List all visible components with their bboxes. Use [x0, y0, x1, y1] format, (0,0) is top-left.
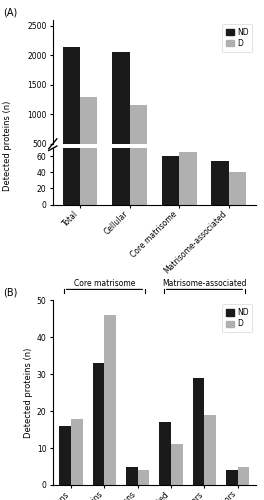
- Bar: [229, 171, 246, 173]
- Bar: [138, 470, 149, 485]
- Bar: [179, 170, 197, 173]
- Bar: [80, 0, 97, 204]
- Text: Matrisome-associated: Matrisome-associated: [162, 278, 247, 287]
- Text: Detected proteins (n): Detected proteins (n): [3, 101, 12, 191]
- Bar: [63, 0, 80, 204]
- Bar: [126, 466, 138, 485]
- Bar: [238, 466, 249, 485]
- Bar: [93, 363, 105, 485]
- Bar: [162, 170, 179, 173]
- Bar: [59, 426, 71, 485]
- Bar: [179, 152, 197, 204]
- Bar: [204, 415, 216, 485]
- Bar: [130, 0, 147, 204]
- Text: Core matrisome: Core matrisome: [74, 278, 135, 287]
- Bar: [130, 106, 147, 173]
- Text: (A): (A): [3, 8, 17, 18]
- Bar: [193, 378, 204, 485]
- Bar: [171, 444, 183, 485]
- Bar: [63, 46, 80, 173]
- Bar: [71, 418, 83, 485]
- Legend: ND, D: ND, D: [222, 24, 252, 52]
- Bar: [80, 96, 97, 173]
- Text: (B): (B): [3, 288, 17, 298]
- Bar: [112, 52, 130, 173]
- Bar: [105, 315, 116, 485]
- Bar: [211, 170, 229, 173]
- Bar: [159, 422, 171, 485]
- Bar: [162, 156, 179, 204]
- Y-axis label: Detected proteins (n): Detected proteins (n): [24, 348, 33, 438]
- Bar: [229, 172, 246, 204]
- Bar: [211, 161, 229, 204]
- Bar: [226, 470, 238, 485]
- Legend: ND, D: ND, D: [222, 304, 252, 332]
- Bar: [112, 0, 130, 204]
